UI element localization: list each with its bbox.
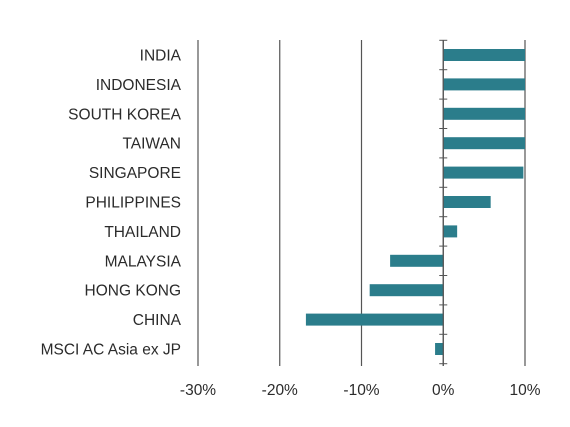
bar-9 <box>305 313 444 326</box>
bar-4 <box>443 166 524 179</box>
x-tick-label-2: -10% <box>343 382 379 399</box>
category-label-5: PHILIPPINES <box>85 195 181 212</box>
x-tick-label-4: 10% <box>509 382 540 399</box>
category-label-4: SINGAPORE <box>89 165 181 182</box>
category-label-3: TAIWAN <box>122 136 181 153</box>
x-tick-label-1: -20% <box>262 382 298 399</box>
category-label-2: SOUTH KOREA <box>68 106 181 123</box>
bar-1 <box>443 78 525 91</box>
category-label-6: THAILAND <box>104 224 181 241</box>
x-tick-labels: -30% -20% -10% 0% 10% <box>180 382 541 399</box>
bar-7 <box>390 254 444 267</box>
category-labels: INDIA INDONESIA SOUTH KOREA TAIWAN SINGAPORE… <box>41 48 182 359</box>
category-label-9: CHINA <box>133 312 182 329</box>
bar-10 <box>435 343 444 355</box>
bar-8 <box>369 284 444 297</box>
category-label-8: HONG KONG <box>85 283 181 300</box>
category-label-7: MALAYSIA <box>105 253 182 270</box>
bars <box>305 49 525 355</box>
category-label-0: INDIA <box>140 48 182 65</box>
category-label-10: MSCI AC Asia ex JP <box>41 342 181 359</box>
zero-axis <box>439 39 448 366</box>
bar-3 <box>443 137 525 150</box>
bar-6 <box>443 225 458 238</box>
x-tick-label-0: -30% <box>180 382 216 399</box>
category-label-1: INDONESIA <box>96 77 182 94</box>
bar-5 <box>443 196 491 208</box>
x-tick-label-3: 0% <box>432 382 455 399</box>
bar-2 <box>443 107 525 120</box>
bar-0 <box>443 49 525 61</box>
